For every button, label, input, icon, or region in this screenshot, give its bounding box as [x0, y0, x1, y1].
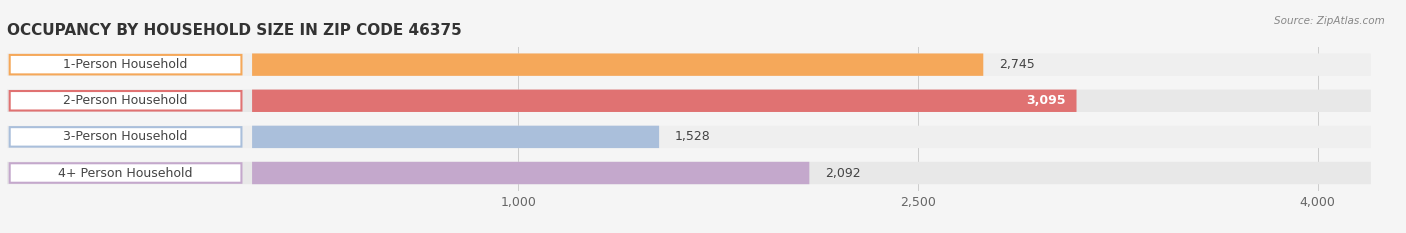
FancyBboxPatch shape [10, 163, 242, 183]
Text: 2-Person Household: 2-Person Household [63, 94, 188, 107]
Text: OCCUPANCY BY HOUSEHOLD SIZE IN ZIP CODE 46375: OCCUPANCY BY HOUSEHOLD SIZE IN ZIP CODE … [7, 24, 461, 38]
Text: 4+ Person Household: 4+ Person Household [58, 167, 193, 179]
Text: 1-Person Household: 1-Person Household [63, 58, 188, 71]
Text: Source: ZipAtlas.com: Source: ZipAtlas.com [1274, 16, 1385, 26]
FancyBboxPatch shape [252, 53, 983, 76]
FancyBboxPatch shape [10, 55, 242, 74]
FancyBboxPatch shape [7, 162, 1371, 184]
Text: 2,745: 2,745 [1000, 58, 1035, 71]
FancyBboxPatch shape [7, 89, 1371, 112]
Text: 1,528: 1,528 [675, 130, 711, 143]
Text: 3,095: 3,095 [1026, 94, 1066, 107]
Text: 2,092: 2,092 [825, 167, 860, 179]
Text: 3-Person Household: 3-Person Household [63, 130, 188, 143]
FancyBboxPatch shape [7, 126, 1371, 148]
FancyBboxPatch shape [10, 91, 242, 110]
FancyBboxPatch shape [252, 126, 659, 148]
FancyBboxPatch shape [252, 162, 810, 184]
FancyBboxPatch shape [7, 53, 1371, 76]
FancyBboxPatch shape [10, 127, 242, 147]
FancyBboxPatch shape [252, 89, 1077, 112]
